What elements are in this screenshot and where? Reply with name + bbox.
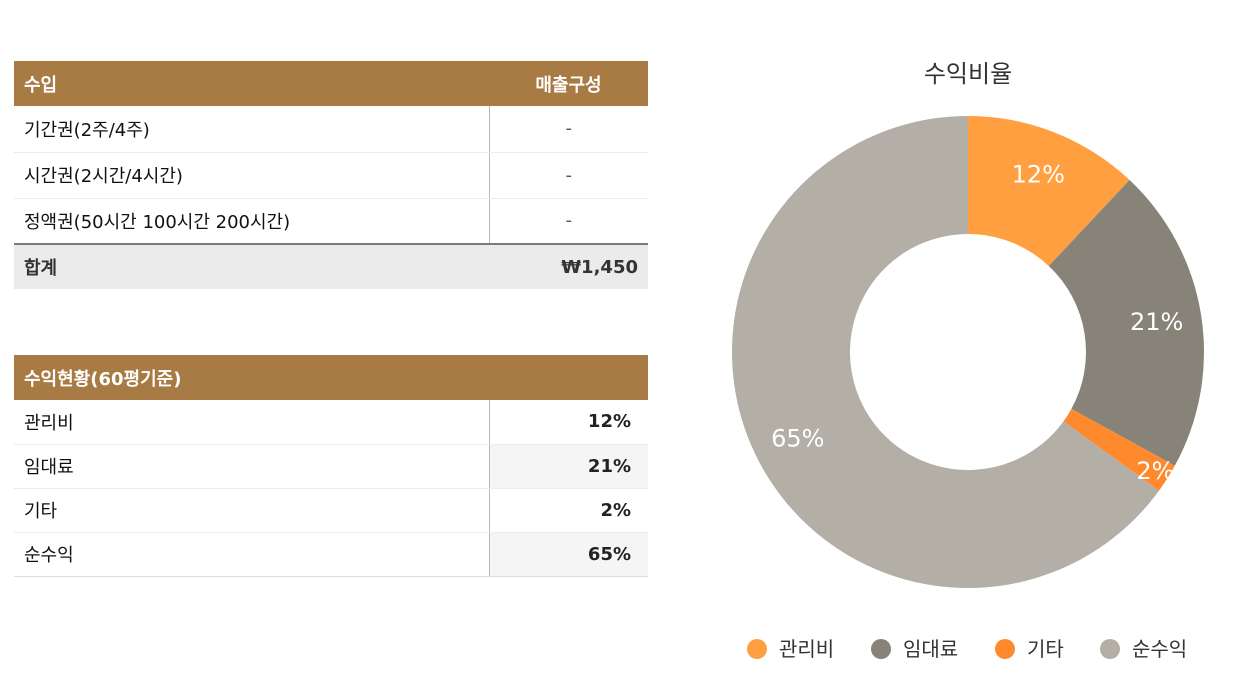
profit-row-label: 관리비	[14, 400, 489, 445]
legend-label: 기타	[1027, 637, 1064, 661]
revenue-header-composition: 매출구성	[489, 61, 648, 106]
donut-slice	[968, 116, 1130, 266]
revenue-header-label: 수입	[14, 61, 489, 106]
slice-label: 12%	[1012, 160, 1065, 188]
chart-legend: 관리비 임대료 기타 순수익	[747, 637, 1187, 661]
revenue-table: 수입 매출구성 기간권(2주/4주) - 시간권(2시간/4시간) - 정액권(…	[14, 61, 648, 289]
legend-marker	[995, 639, 1015, 659]
donut-slice	[1063, 408, 1175, 491]
donut-slices	[731, 116, 1204, 588]
revenue-total-value: ₩1,450	[489, 243, 648, 289]
profit-row-label: 임대료	[14, 444, 489, 489]
legend-label: 임대료	[903, 637, 958, 661]
profit-row-label: 기타	[14, 488, 489, 533]
slice-label: 65%	[771, 425, 824, 453]
chart-title: 수익비율	[924, 60, 1012, 88]
profit-row-value: 2%	[488, 488, 649, 533]
revenue-total-label: 합계	[14, 243, 489, 289]
profit-row-value: 65%	[488, 532, 649, 577]
legend-marker	[871, 639, 891, 659]
donut-slice	[1048, 179, 1204, 466]
revenue-total-row: 합계 ₩1,450	[14, 243, 648, 289]
revenue-row-label: 정액권(50시간 100시간 200시간)	[14, 198, 489, 245]
donut-slice	[731, 116, 1159, 588]
profit-row-value: 21%	[488, 444, 649, 489]
slice-label: 2%	[1136, 457, 1174, 485]
revenue-row-label: 시간권(2시간/4시간)	[14, 152, 489, 199]
legend-label: 관리비	[779, 637, 834, 661]
table-row: 기간권(2주/4주) -	[14, 106, 648, 153]
legend-label: 순수익	[1132, 637, 1187, 661]
table-row: 정액권(50시간 100시간 200시간) -	[14, 198, 648, 245]
profit-table: 수익현황(60평기준) 관리비 12% 임대료 21% 기타 2% 순수익 65…	[14, 355, 649, 577]
revenue-row-value: -	[488, 198, 648, 245]
table-row: 시간권(2시간/4시간) -	[14, 152, 648, 199]
legend-marker	[1100, 639, 1120, 659]
profit-row-value: 12%	[488, 400, 649, 445]
table-row: 기타 2%	[14, 488, 649, 533]
revenue-row-label: 기간권(2주/4주)	[14, 106, 489, 153]
table-row: 순수익 65%	[14, 532, 649, 577]
profit-row-label: 순수익	[14, 532, 489, 577]
revenue-row-value: -	[488, 106, 648, 153]
profit-donut-chart: 수익비율 12% 21% 2% 65% 관리비 임대료 기타 순수익	[731, 60, 1204, 661]
revenue-header-row: 수입 매출구성	[14, 61, 648, 106]
table-row: 임대료 21%	[14, 444, 649, 489]
slice-labels: 12% 21% 2% 65%	[771, 160, 1183, 485]
profit-header-label: 수익현황(60평기준)	[14, 355, 649, 400]
legend-marker	[747, 639, 767, 659]
table-row: 관리비 12%	[14, 400, 649, 445]
revenue-row-value: -	[488, 152, 648, 199]
slice-label: 21%	[1130, 308, 1183, 336]
profit-header-row: 수익현황(60평기준)	[14, 355, 649, 400]
